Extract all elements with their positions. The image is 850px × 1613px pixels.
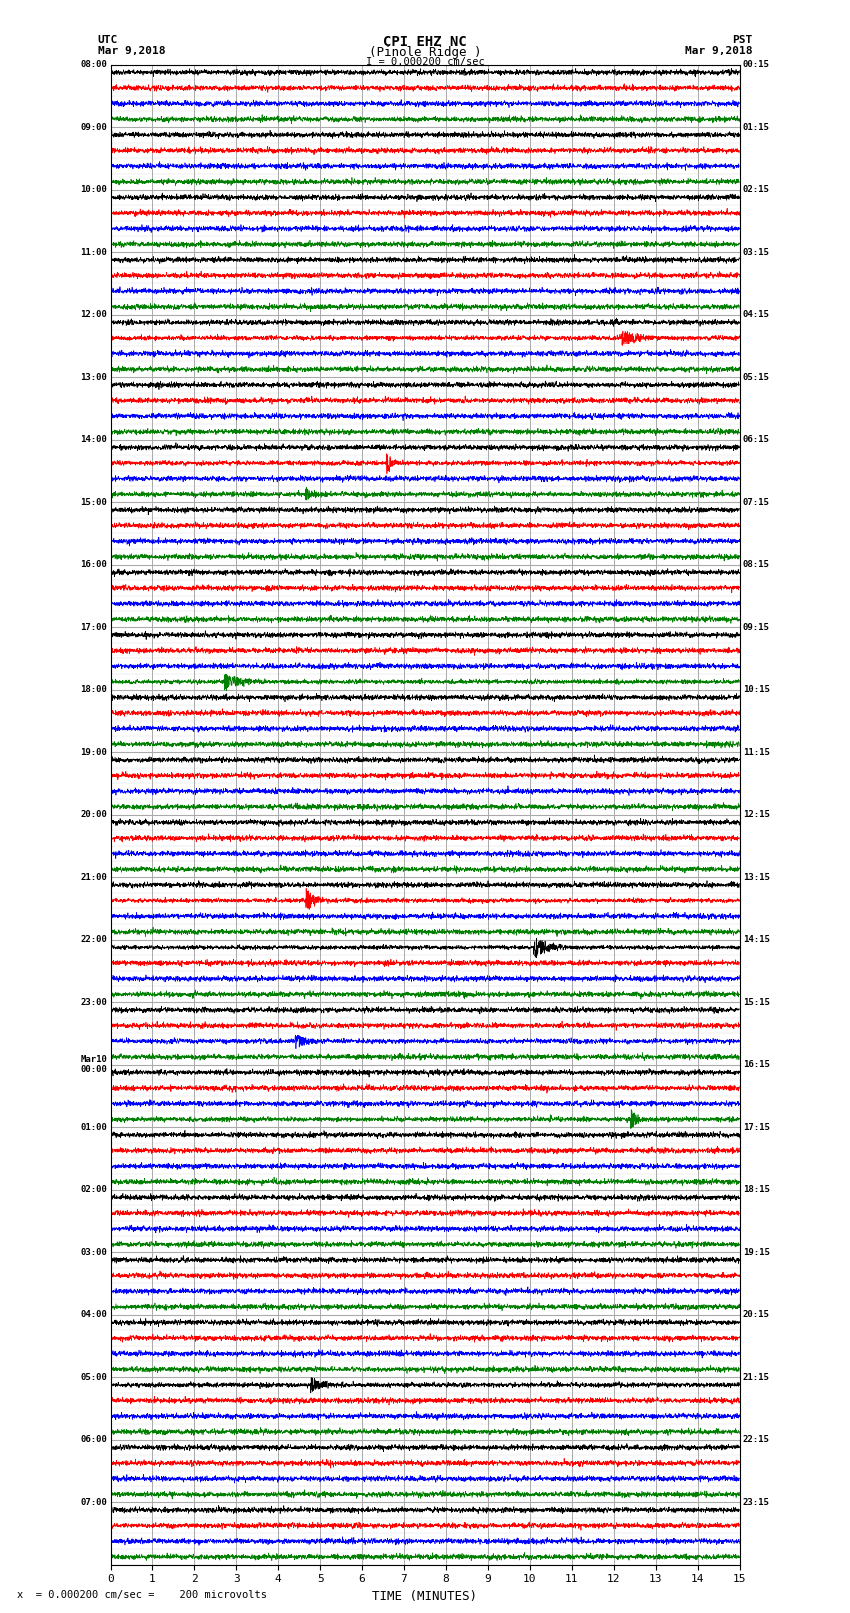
Text: 10:15: 10:15 xyxy=(743,686,769,694)
Text: 10:00: 10:00 xyxy=(81,185,107,194)
Text: 07:00: 07:00 xyxy=(81,1497,107,1507)
Text: 05:15: 05:15 xyxy=(743,373,769,382)
Text: 19:00: 19:00 xyxy=(81,747,107,756)
Text: Mar 9,2018: Mar 9,2018 xyxy=(685,45,752,56)
Text: 17:00: 17:00 xyxy=(81,623,107,632)
Text: 00:15: 00:15 xyxy=(743,60,769,69)
Text: UTC: UTC xyxy=(98,35,118,45)
Text: 21:00: 21:00 xyxy=(81,873,107,882)
Text: 18:15: 18:15 xyxy=(743,1186,769,1194)
Text: 03:15: 03:15 xyxy=(743,247,769,256)
Text: 01:00: 01:00 xyxy=(81,1123,107,1132)
Text: 08:15: 08:15 xyxy=(743,560,769,569)
Text: 09:15: 09:15 xyxy=(743,623,769,632)
Text: 12:00: 12:00 xyxy=(81,310,107,319)
Text: 16:15: 16:15 xyxy=(743,1060,769,1069)
Text: 23:15: 23:15 xyxy=(743,1497,769,1507)
Text: 06:00: 06:00 xyxy=(81,1436,107,1444)
Text: Mar 9,2018: Mar 9,2018 xyxy=(98,45,165,56)
Text: 14:00: 14:00 xyxy=(81,436,107,444)
Text: 20:00: 20:00 xyxy=(81,810,107,819)
Text: 16:00: 16:00 xyxy=(81,560,107,569)
Text: 21:15: 21:15 xyxy=(743,1373,769,1382)
Text: 18:00: 18:00 xyxy=(81,686,107,694)
Text: CPI EHZ NC: CPI EHZ NC xyxy=(383,35,467,48)
Text: x  = 0.000200 cm/sec =    200 microvolts: x = 0.000200 cm/sec = 200 microvolts xyxy=(17,1590,267,1600)
Text: 11:00: 11:00 xyxy=(81,247,107,256)
Text: 02:15: 02:15 xyxy=(743,185,769,194)
Text: 09:00: 09:00 xyxy=(81,123,107,132)
Text: 08:00: 08:00 xyxy=(81,60,107,69)
Text: 22:00: 22:00 xyxy=(81,936,107,944)
Text: 15:15: 15:15 xyxy=(743,997,769,1007)
Text: 22:15: 22:15 xyxy=(743,1436,769,1444)
Text: 06:15: 06:15 xyxy=(743,436,769,444)
Text: 03:00: 03:00 xyxy=(81,1247,107,1257)
Text: PST: PST xyxy=(732,35,752,45)
Text: 17:15: 17:15 xyxy=(743,1123,769,1132)
Text: 04:00: 04:00 xyxy=(81,1310,107,1319)
Text: 15:00: 15:00 xyxy=(81,497,107,506)
Text: (Pinole Ridge ): (Pinole Ridge ) xyxy=(369,45,481,60)
Text: 02:00: 02:00 xyxy=(81,1186,107,1194)
Text: I = 0.000200 cm/sec: I = 0.000200 cm/sec xyxy=(366,58,484,68)
X-axis label: TIME (MINUTES): TIME (MINUTES) xyxy=(372,1590,478,1603)
Text: 01:15: 01:15 xyxy=(743,123,769,132)
Text: 14:15: 14:15 xyxy=(743,936,769,944)
Text: 23:00: 23:00 xyxy=(81,997,107,1007)
Text: 05:00: 05:00 xyxy=(81,1373,107,1382)
Text: 20:15: 20:15 xyxy=(743,1310,769,1319)
Text: 19:15: 19:15 xyxy=(743,1247,769,1257)
Text: Mar10
00:00: Mar10 00:00 xyxy=(81,1055,107,1074)
Text: 07:15: 07:15 xyxy=(743,497,769,506)
Text: 12:15: 12:15 xyxy=(743,810,769,819)
Text: 04:15: 04:15 xyxy=(743,310,769,319)
Text: 11:15: 11:15 xyxy=(743,747,769,756)
Text: 13:00: 13:00 xyxy=(81,373,107,382)
Text: 13:15: 13:15 xyxy=(743,873,769,882)
